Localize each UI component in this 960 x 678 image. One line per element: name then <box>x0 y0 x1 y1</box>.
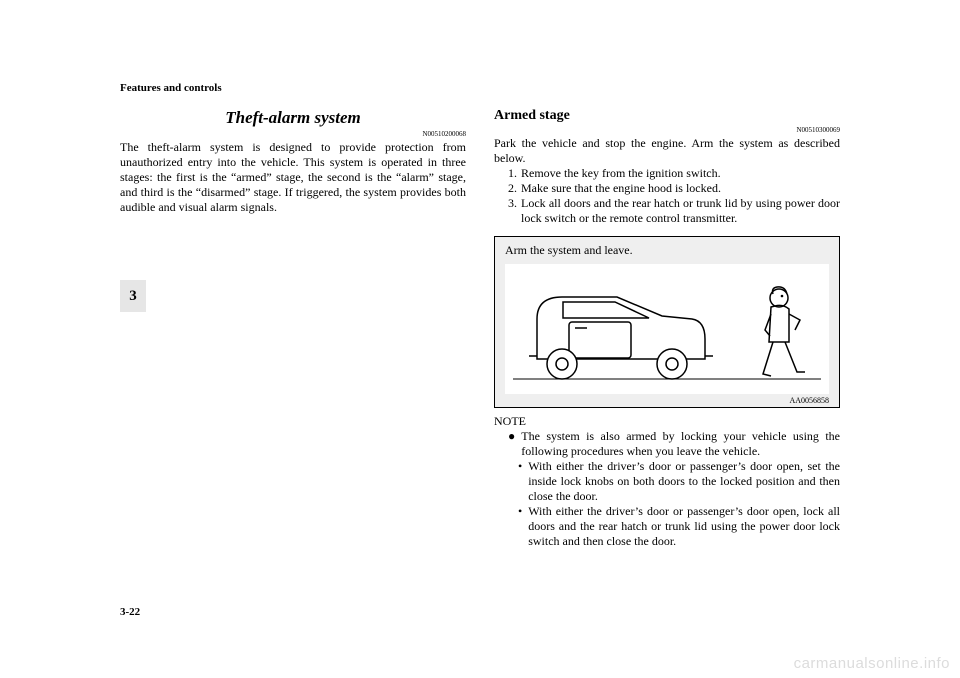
figure-caption: Arm the system and leave. <box>505 243 829 258</box>
figure-id: AA0056858 <box>505 396 829 405</box>
step-number: 3. <box>508 196 517 226</box>
chapter-tab: 3 <box>120 280 146 312</box>
note-sub-list: • With either the driver’s door or passe… <box>508 459 840 549</box>
step-item: 2. Make sure that the engine hood is lock… <box>508 181 840 196</box>
intro-paragraph: The theft-alarm system is designed to pr… <box>120 140 466 215</box>
manual-page: Features and controls Theft-alarm system… <box>0 0 960 678</box>
note-text: The system is also armed by locking your… <box>521 429 840 459</box>
bullet-icon: ● <box>508 429 515 459</box>
bullet-dot-icon: • <box>518 504 522 549</box>
note-item: ● The system is also armed by locking yo… <box>508 429 840 459</box>
step-text: Remove the key from the ignition switch. <box>521 166 840 181</box>
subsection-intro: Park the vehicle and stop the engine. Ar… <box>494 136 840 166</box>
two-column-layout: Theft-alarm system N00510200068 The thef… <box>120 108 840 549</box>
subsection-title: Armed stage <box>494 108 840 124</box>
step-text: Make sure that the engine hood is locked… <box>521 181 840 196</box>
note-sub-item: • With either the driver’s door or passe… <box>518 504 840 549</box>
step-item: 3.Lock all doors and the rear hatch or t… <box>508 196 840 226</box>
bullet-dot-icon: • <box>518 459 522 504</box>
right-column: Armed stage N00510300069 Park the vehicl… <box>494 108 840 549</box>
vehicle-leave-illustration <box>505 264 829 394</box>
reference-code: N00510200068 <box>120 130 466 138</box>
main-title: Theft-alarm system <box>120 108 466 128</box>
step-number: 1. <box>508 166 517 181</box>
note-sub-item: • With either the driver’s door or passe… <box>518 459 840 504</box>
note-label: NOTE <box>494 414 840 429</box>
note-sub-text: With either the driver’s door or passeng… <box>528 459 840 504</box>
step-number: 2. <box>508 181 517 196</box>
reference-code: N00510300069 <box>494 126 840 134</box>
note-sub-text: With either the driver’s door or passeng… <box>528 504 840 549</box>
page-number: 3-22 <box>120 606 140 618</box>
numbered-steps: 1. Remove the key from the ignition switc… <box>494 166 840 226</box>
watermark-text: carmanualsonline.info <box>794 655 950 672</box>
section-header: Features and controls <box>120 82 840 94</box>
note-list: ● The system is also armed by locking yo… <box>494 429 840 549</box>
left-column: Theft-alarm system N00510200068 The thef… <box>120 108 466 549</box>
step-text: Lock all doors and the rear hatch or tru… <box>521 196 840 226</box>
step-item: 1. Remove the key from the ignition switc… <box>508 166 840 181</box>
figure-container: Arm the system and leave. <box>494 236 840 408</box>
